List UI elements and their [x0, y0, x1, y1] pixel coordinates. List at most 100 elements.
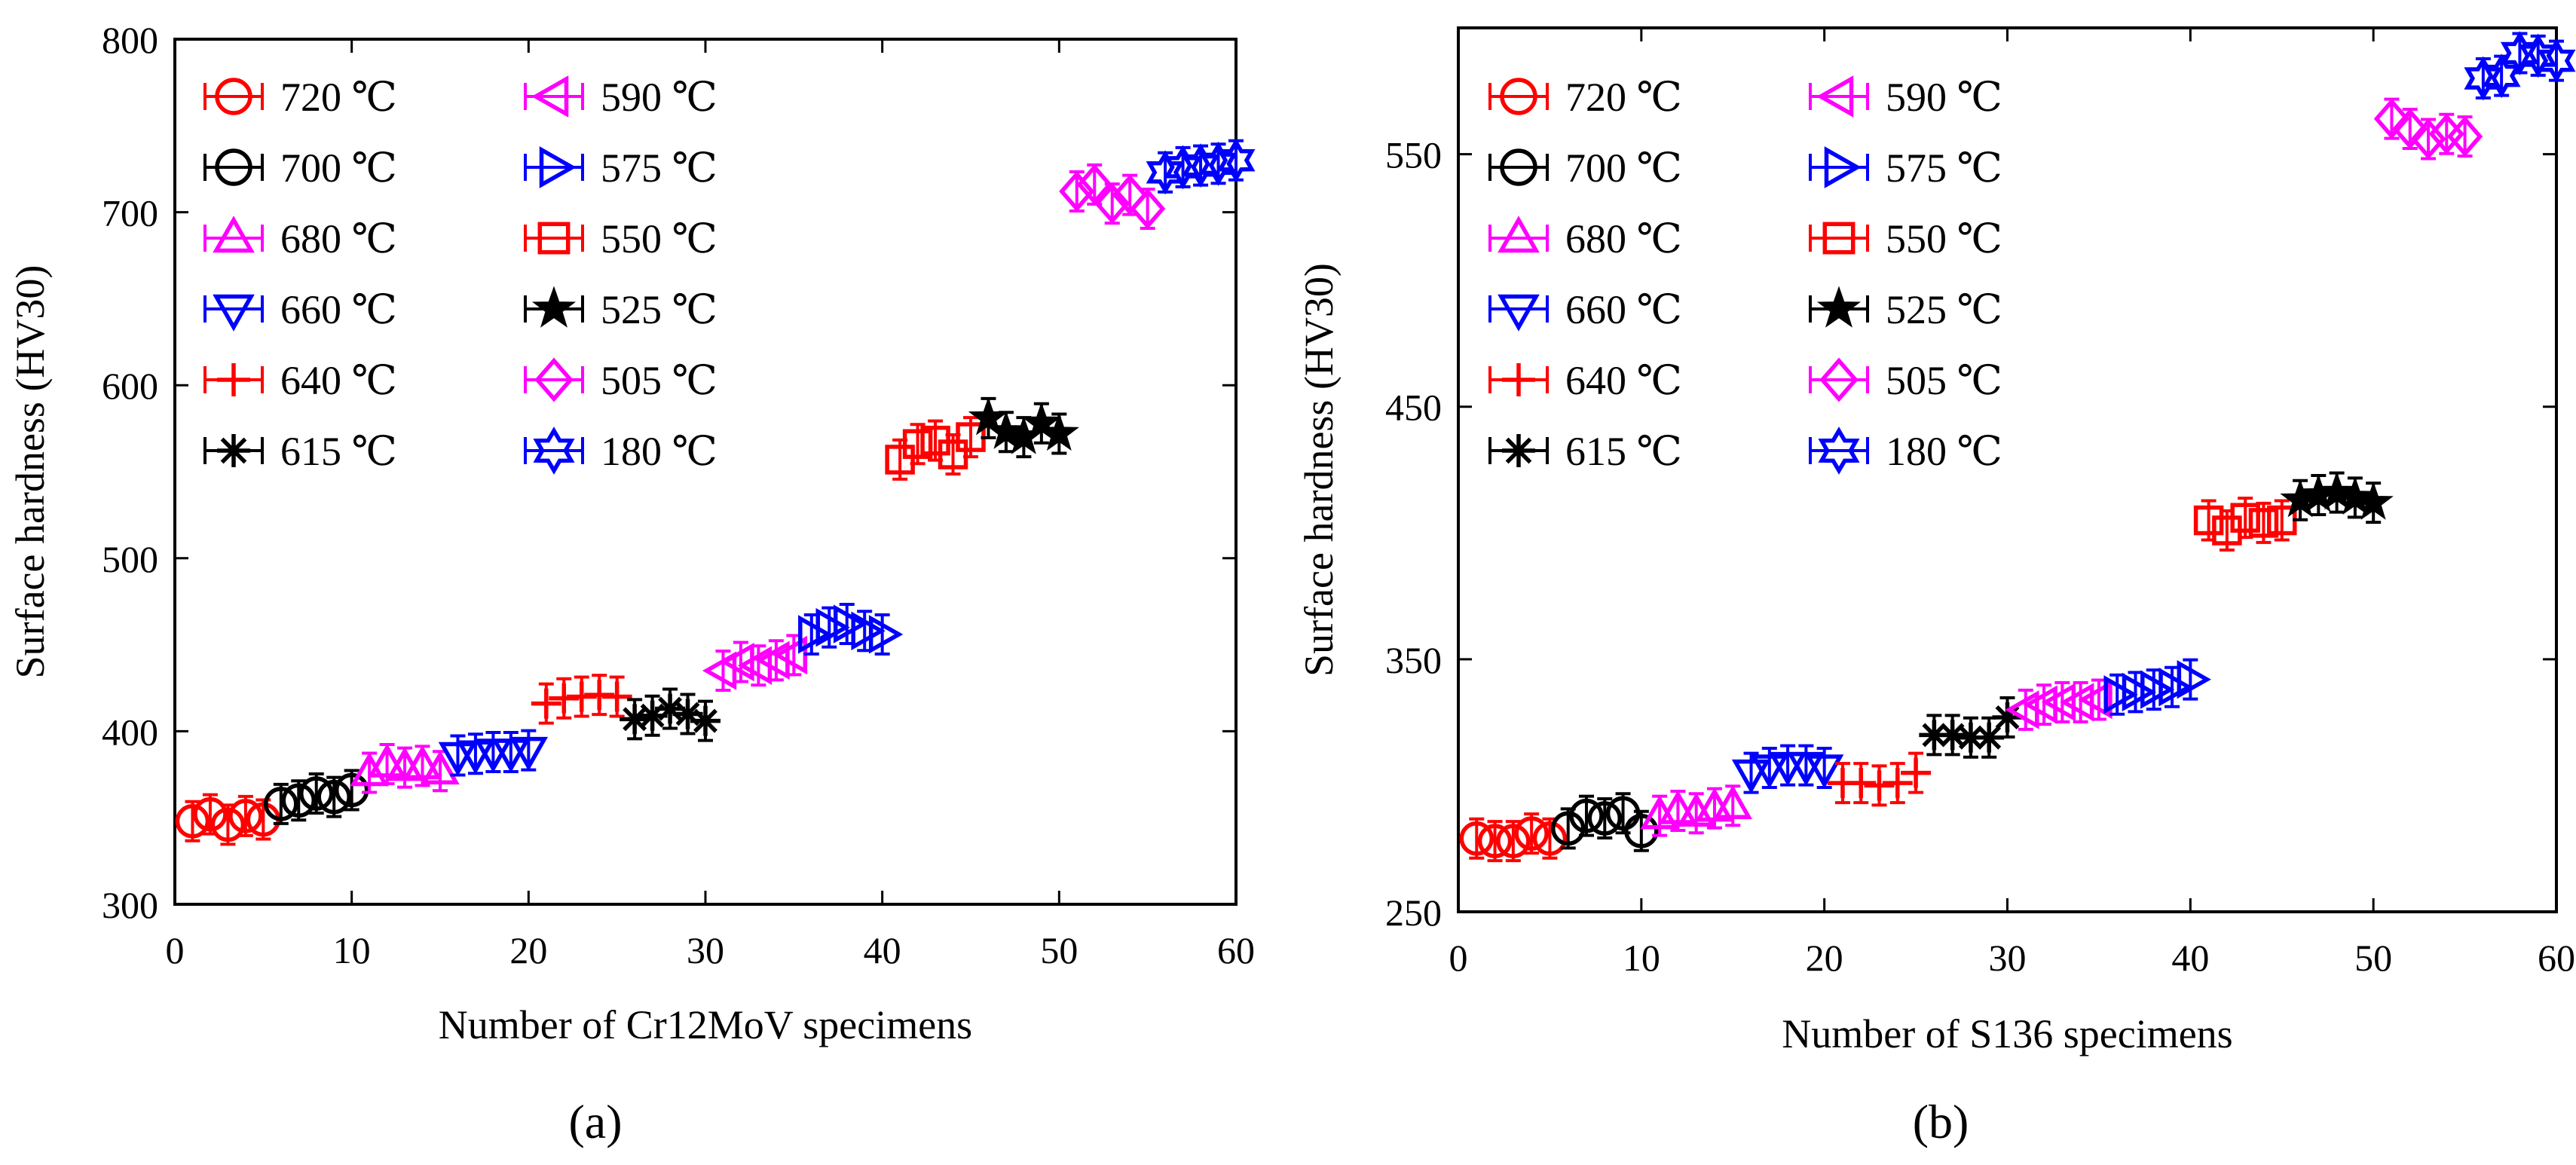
data-point: [1181, 143, 1220, 188]
y-tick-label: 700: [102, 192, 158, 234]
data-point: [1937, 714, 1968, 757]
data-point: [1094, 182, 1130, 225]
x-tick-label: 30: [687, 929, 724, 971]
legend-item: 505 ℃: [524, 357, 717, 403]
legend-label: 525 ℃: [1886, 287, 2002, 332]
legend-marker: [533, 427, 575, 475]
data-point: [2177, 658, 2211, 701]
legend-marker: [213, 216, 255, 253]
x-tick-label: 50: [2354, 937, 2392, 979]
data-point: [317, 775, 351, 818]
series-720c: [175, 793, 281, 846]
legend-label: 660 ℃: [1565, 287, 1682, 332]
series-590c: [702, 634, 808, 693]
data-point: [956, 416, 986, 459]
data-point: [702, 650, 737, 693]
data-point: [509, 729, 549, 772]
y-axis-label: Surface hardness (HV30): [8, 265, 53, 679]
x-tick-label: 30: [1989, 937, 2027, 979]
data-point: [1059, 170, 1095, 213]
legend-label: 180 ℃: [601, 429, 717, 474]
data-point: [938, 433, 968, 476]
data-point: [1532, 817, 1568, 860]
data-point: [334, 769, 369, 812]
legend-line: [203, 154, 264, 181]
x-tick-label: 10: [333, 929, 371, 971]
data-point: [228, 794, 263, 837]
panel-label: (b): [1913, 1095, 1969, 1148]
data-point: [1039, 412, 1080, 455]
data-point: [1750, 746, 1789, 789]
data-point: [1827, 762, 1858, 805]
data-point: [1496, 820, 1531, 863]
data-point: [2335, 476, 2376, 519]
legend-label: 575 ℃: [601, 145, 717, 191]
data-point: [473, 730, 513, 773]
legend-marker: [215, 148, 252, 186]
legend-marker: [539, 146, 577, 188]
series-590c: [2005, 678, 2113, 731]
legend-label: 505 ℃: [601, 358, 717, 403]
series-700c: [264, 769, 369, 825]
legend-marker: [1824, 146, 1862, 188]
legend-label: 640 ℃: [280, 358, 397, 403]
data-point: [1146, 150, 1185, 195]
data-point: [601, 675, 632, 718]
y-tick-label: 450: [1385, 387, 1442, 429]
legend-line: [1809, 225, 1869, 252]
series-660c: [438, 729, 549, 777]
data-point: [1919, 714, 1950, 757]
series-575c: [2103, 658, 2211, 716]
series-505c: [2373, 97, 2483, 161]
legend-line: [1488, 225, 1549, 252]
legend-label: 720 ℃: [1565, 75, 1682, 120]
legend-line: [203, 225, 264, 252]
x-axis-label: Number of Cr12MoV specimens: [439, 1002, 972, 1047]
legend-label: 615 ℃: [280, 429, 397, 474]
legend-item: 700 ℃: [1488, 145, 1682, 191]
chart-panel-a: 0 10 20 30 40 50 60 300 400 500 600 700 800 Number of…: [8, 19, 1256, 1148]
x-tick-label: 50: [1040, 929, 1078, 971]
legend-item: 525 ℃: [1809, 286, 2002, 332]
legend-label: 720 ℃: [280, 75, 397, 120]
data-point: [2248, 501, 2279, 544]
data-point: [2316, 471, 2357, 514]
data-point: [2122, 671, 2157, 714]
x-tick-label: 0: [1449, 937, 1468, 979]
data-point: [2353, 482, 2394, 524]
data-point: [2373, 97, 2410, 140]
data-point: [2410, 118, 2446, 161]
legend-item: 180 ℃: [1809, 427, 2002, 475]
legend-marker: [534, 357, 574, 402]
y-tick-label: 800: [102, 19, 158, 61]
data-point: [1164, 145, 1203, 190]
data-point: [264, 782, 298, 825]
legend-item: 590 ℃: [1809, 75, 2002, 120]
legend-label: 525 ℃: [601, 287, 717, 332]
legend-label: 660 ℃: [280, 287, 397, 332]
legend-label: 575 ℃: [1886, 145, 2002, 191]
legend-line: [1809, 366, 1869, 393]
legend-line: [1488, 154, 1549, 181]
legend-marker: [1502, 434, 1535, 467]
legend: 720 ℃ 700 ℃ 680 ℃ 660 ℃ 640 ℃ 615 ℃ 590 ℃ 575 ℃…: [203, 75, 717, 475]
data-point: [672, 693, 703, 735]
legend-item: 660 ℃: [1488, 287, 1682, 332]
legend-line: [1488, 295, 1549, 323]
x-tick-label: 20: [1806, 937, 1843, 979]
legend-marker: [217, 434, 250, 467]
legend-marker: [1500, 148, 1537, 186]
x-axis-label: Number of S136 specimens: [1782, 1011, 2232, 1056]
series-615c: [1919, 696, 2023, 759]
data-point: [402, 745, 442, 787]
legend-marker: [1816, 286, 1862, 328]
x-tick-label: 60: [1217, 929, 1255, 971]
data-point: [1658, 789, 1698, 832]
data-point: [1882, 762, 1913, 805]
data-point: [1992, 696, 2023, 738]
legend-label: 590 ℃: [1886, 75, 2002, 120]
data-point: [1955, 716, 1986, 759]
series-180c: [1146, 138, 1256, 195]
legend-line: [1809, 437, 1869, 464]
data-point: [1514, 812, 1549, 855]
